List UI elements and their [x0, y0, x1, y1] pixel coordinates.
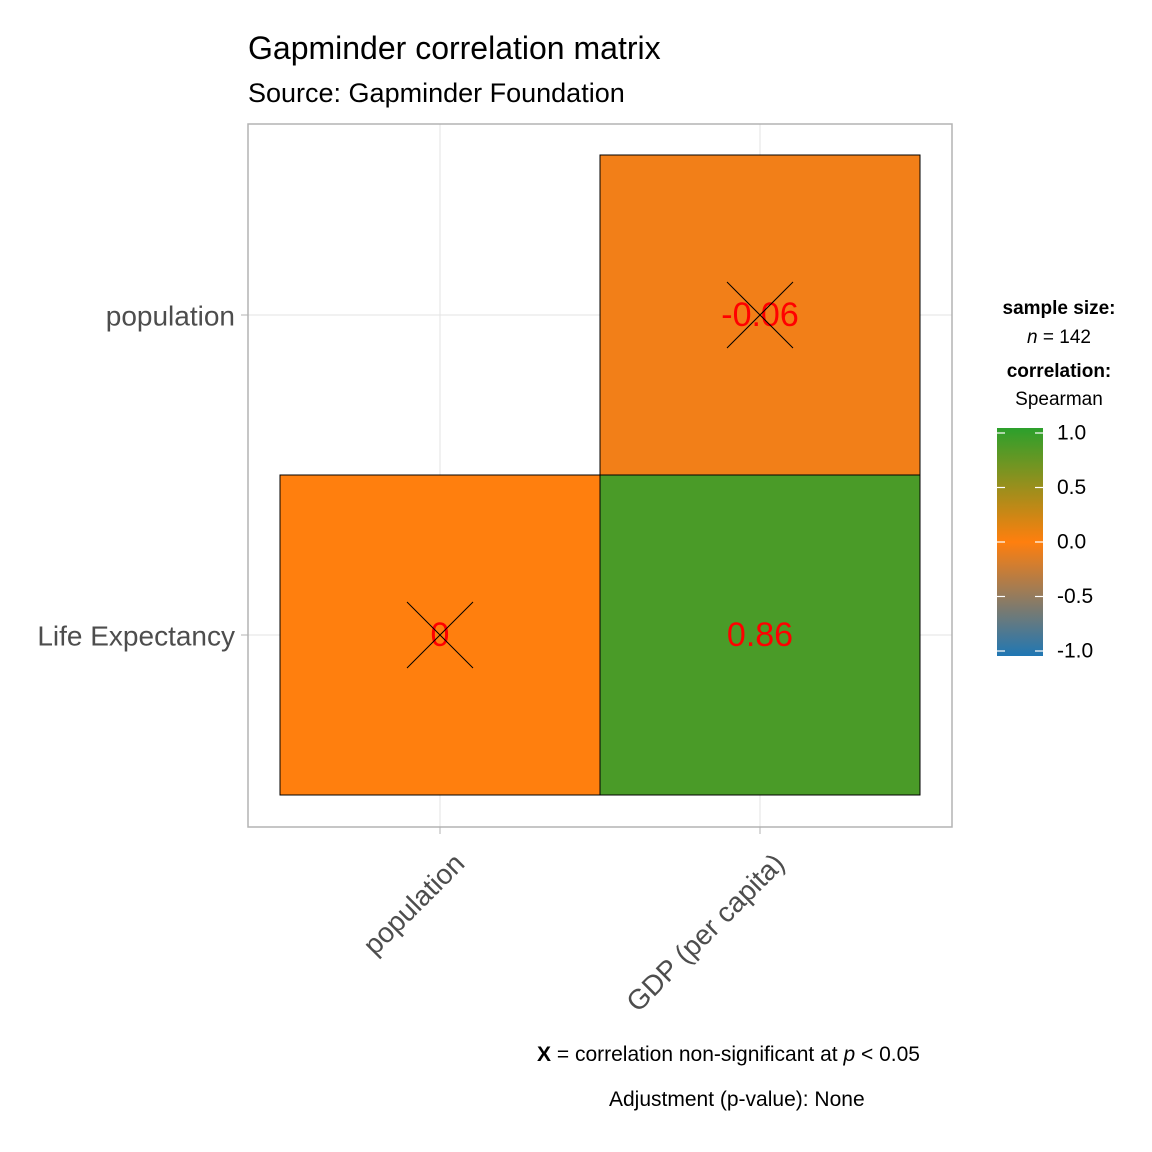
caption-threshold: < 0.05	[860, 1043, 920, 1066]
caption-x-symbol: X	[537, 1043, 552, 1066]
legend-sample-size-n: n	[1027, 327, 1038, 348]
caption-text: = correlation non-significant at	[556, 1043, 838, 1066]
heatmap-cells: 00.86-0.06	[279, 154, 921, 796]
cell-value-label: 0.86	[727, 616, 793, 654]
panel-border	[247, 123, 953, 828]
nonsignificant-cross-mark	[406, 601, 474, 669]
x-axis-tick-label: population	[357, 847, 470, 960]
x-axis-tick-label: GDP (per capita)	[620, 847, 790, 1017]
legend-tick-label: -1.0	[1057, 640, 1093, 663]
caption-adjustment: Adjustment (p-value): None	[609, 1088, 865, 1111]
chart-title: Gapminder correlation matrix	[248, 30, 661, 66]
chart-subtitle: Source: Gapminder Foundation	[248, 78, 625, 108]
caption-significance: X = correlation non-significant at p < 0…	[537, 1043, 920, 1067]
legend-correlation-method: Spearman	[1015, 389, 1103, 410]
legend-sample-size-value: n = 142	[1027, 327, 1091, 348]
y-axis-tick-label: population	[106, 301, 235, 332]
legend-tick-label: 0.0	[1057, 531, 1086, 554]
heatmap-cell	[599, 474, 921, 796]
legend-tick-label: -0.5	[1057, 585, 1093, 608]
y-axis-tick-label: Life Expectancy	[37, 621, 235, 652]
legend-tick-label: 0.5	[1057, 476, 1086, 499]
legend-tick-label: 1.0	[1057, 422, 1086, 445]
legend-correlation-title: correlation:	[1007, 361, 1112, 382]
legend: sample size: n = 142 correlation: Spearm…	[997, 298, 1116, 663]
legend-sample-size-number: = 142	[1043, 327, 1091, 348]
nonsignificant-cross-mark	[726, 281, 794, 349]
legend-sample-size-title: sample size:	[1003, 298, 1116, 319]
caption-p-symbol: p	[843, 1043, 856, 1066]
legend-ticks: 1.0 0.5 0.0 -0.5 -1.0	[997, 422, 1093, 663]
